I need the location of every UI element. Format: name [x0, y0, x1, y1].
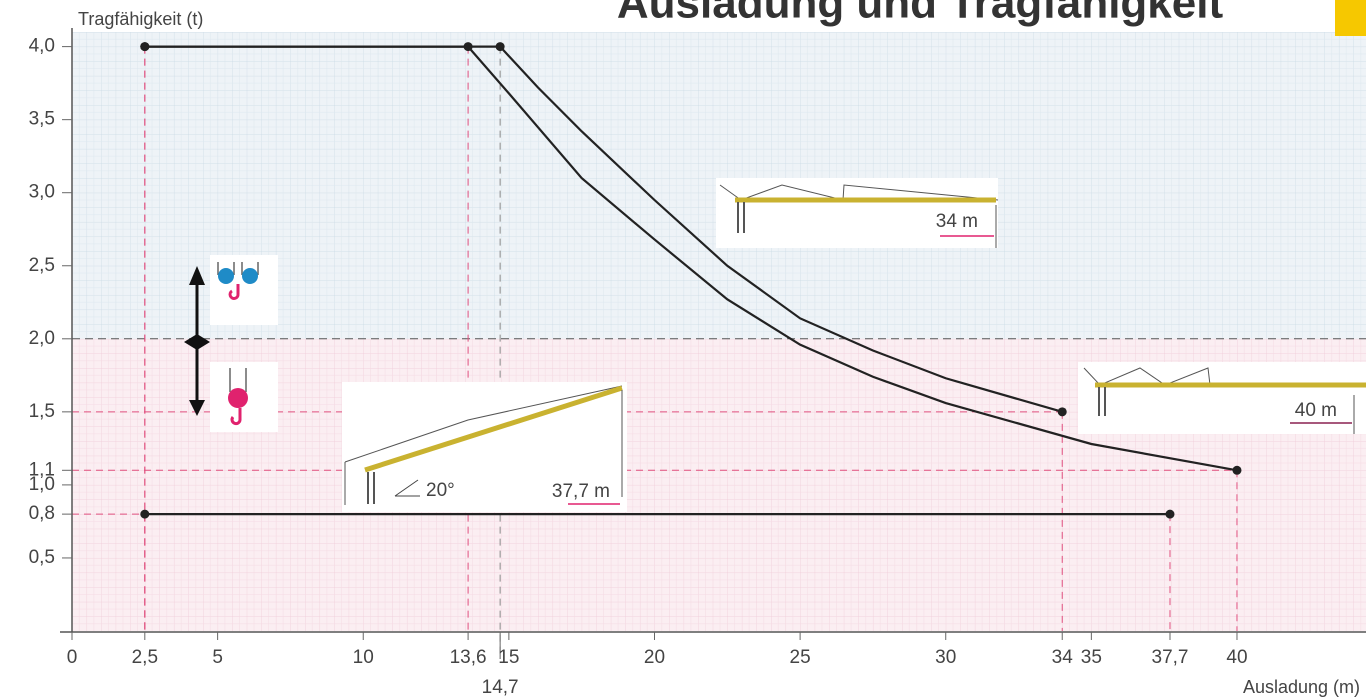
rope [229, 368, 247, 392]
y-axis-label: Tragfähigkeit (t) [78, 9, 203, 29]
x-tick-label: 0 [67, 647, 78, 668]
y-tick-label: 3,5 [29, 109, 55, 130]
dimension [344, 390, 623, 505]
y-tick-label: 0,5 [29, 547, 55, 568]
y-tick-label: 2,5 [29, 255, 55, 276]
rope [217, 262, 259, 275]
icons: 20° [184, 178, 1366, 512]
point [495, 42, 505, 52]
annotation: 20° [426, 480, 455, 501]
point [1232, 465, 1242, 475]
x-tick-label: 20 [644, 647, 665, 668]
crane-tower [737, 202, 745, 233]
point [1165, 509, 1175, 519]
hook [230, 408, 242, 426]
x-tick-label: 15 [498, 647, 519, 668]
point [140, 42, 150, 52]
crane-tie [1083, 367, 1211, 386]
x-tick-label: 40 [1226, 647, 1247, 668]
x-tick-label: 13,6 [450, 647, 487, 668]
point [463, 42, 473, 52]
y-tick-label: 1,1 [29, 459, 55, 480]
crane-tower [1098, 387, 1106, 416]
x-tick-label: 35 [1081, 647, 1102, 668]
block [228, 388, 248, 408]
y-tick-label: 1,0 [29, 474, 55, 495]
angle-mark [394, 479, 420, 497]
block [242, 268, 258, 284]
crane-jib [364, 385, 623, 473]
y-tick-label: 4,0 [29, 36, 55, 57]
x-tick-label: 2,5 [132, 647, 158, 668]
x-tick-label: 37,7 [1152, 647, 1189, 668]
y-tick-label: 1,5 [29, 401, 55, 422]
series-line [144, 45, 1063, 413]
arrow-head [184, 266, 210, 416]
series-label: 34 m [936, 211, 978, 232]
x-tick-label: 14,7 [482, 677, 519, 698]
x-tick-label: 25 [790, 647, 811, 668]
plot [140, 42, 1242, 519]
hook [228, 284, 240, 300]
crane-tower [367, 472, 375, 504]
series-label: 37,7 m [552, 481, 610, 502]
icon-bg [210, 255, 278, 325]
x-tick-label: 10 [353, 647, 374, 668]
corner-mark [1335, 0, 1366, 36]
series-label: 40 m [1295, 400, 1337, 421]
x-axis-label: Ausladung (m) [1243, 677, 1360, 697]
point [140, 509, 150, 519]
x-tick-label: 30 [935, 647, 956, 668]
y-tick-label: 3,0 [29, 182, 55, 203]
x-tick-label: 5 [212, 647, 223, 668]
y-tick-label: 0,8 [29, 503, 55, 524]
crane-tie [344, 385, 623, 463]
series-line [144, 45, 1238, 472]
y-tick-label: 2,0 [29, 328, 55, 349]
x-tick-label: 34 [1052, 647, 1074, 668]
point [1057, 407, 1067, 417]
block [218, 268, 234, 284]
chart-title: Ausladung und Tragfähigkeit [617, 0, 1224, 28]
